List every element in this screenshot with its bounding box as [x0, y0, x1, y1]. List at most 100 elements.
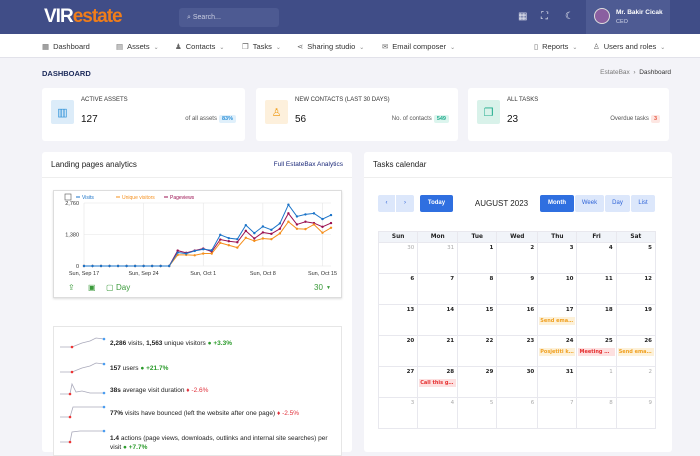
dark-mode-moon-icon[interactable]: ☾ [565, 11, 574, 22]
calendar-event[interactable]: Meeting wit... [578, 348, 615, 356]
view-week-button[interactable]: Week [575, 195, 604, 212]
full-analytics-link[interactable]: Full EstateBax Analytics [273, 161, 343, 168]
data-point [253, 239, 256, 243]
nav-users-roles[interactable]: ♙ Users and roles ⌄ [593, 42, 666, 51]
calendar-day[interactable]: 11 [576, 273, 617, 305]
user-menu[interactable]: Mr. Bakir Cicak CEO [586, 0, 670, 34]
next-month-button[interactable]: › [396, 195, 414, 212]
breadcrumb-link[interactable]: EstateBax [600, 69, 630, 76]
nav-contacts[interactable]: ♟ Contacts ⌄ [175, 42, 225, 51]
calendar-day[interactable]: 4 [576, 242, 617, 274]
nav-assets[interactable]: ▤ Assets ⌄ [116, 42, 159, 51]
calendar-day[interactable]: 2 [615, 366, 657, 398]
x-tick-label: Sun, Sep 24 [128, 271, 158, 277]
nav-dashboard[interactable]: ▦ Dashboard [42, 42, 90, 51]
legend-label: Visits [82, 195, 94, 201]
calendar-day[interactable]: 21 [417, 335, 459, 367]
calendar-day[interactable]: 30 [496, 366, 539, 398]
nav-reports[interactable]: ▯ Reports ⌄ [534, 42, 578, 51]
calendar-day[interactable]: 5 [457, 397, 498, 429]
export-icon[interactable]: ⇪ [68, 283, 75, 292]
calendar-day[interactable]: 3 [377, 397, 419, 429]
fullscreen-icon[interactable]: ⛶ [541, 11, 548, 22]
calendar-day[interactable]: 28 Call this guy [417, 366, 459, 398]
view-month-button[interactable]: Month [540, 195, 574, 212]
nav-tasks[interactable]: ❐ Tasks ⌄ [242, 42, 281, 51]
flag-us-icon[interactable]: ▦ [518, 11, 528, 22]
calendar-day[interactable]: 7 [537, 397, 578, 429]
data-point [219, 233, 222, 237]
calendar-day[interactable]: 31 [417, 242, 459, 274]
calendar-day[interactable]: 12 [615, 273, 657, 305]
search-input[interactable]: ⌕ Search... [179, 8, 279, 27]
calendar-day[interactable]: 13 [377, 304, 419, 336]
calendar-day[interactable]: 14 [417, 304, 459, 336]
logo[interactable]: VIRestate [44, 6, 123, 27]
calendar-day[interactable]: 9 [615, 397, 657, 429]
view-day-button[interactable]: Day [605, 195, 630, 212]
data-point [244, 229, 248, 233]
chevron-down-icon: ⌄ [660, 45, 666, 51]
calendar-event[interactable]: Posjetiti kuc... [539, 348, 576, 356]
main-nav: ▦ Dashboard ▤ Assets ⌄ ♟ Contacts ⌄ ❐ Tasks ⌄ ⋖… [0, 34, 700, 58]
period-day-selector[interactable]: Day [116, 283, 130, 292]
report-icon: ▯ [534, 42, 539, 51]
email-icon: ✉ [382, 42, 389, 51]
weekday-header: Mon [417, 231, 459, 243]
calendar-day[interactable]: 29 [457, 366, 498, 398]
calendar-day[interactable]: 16 [496, 304, 539, 336]
data-point [236, 246, 239, 249]
calendar-day[interactable]: 18 [576, 304, 617, 336]
calendar-day[interactable]: 2 [496, 242, 539, 274]
change-value: -2.5% [282, 410, 300, 417]
calendar-day[interactable]: 6 [377, 273, 419, 305]
calendar-day[interactable]: 5 [615, 242, 657, 274]
data-point [253, 237, 256, 240]
calendar-day[interactable]: 6 [496, 397, 539, 429]
calendar-day[interactable]: 17 Send email ... [537, 304, 578, 336]
calendar-day[interactable]: 20 [377, 335, 419, 367]
calendar-event[interactable]: Send email ... [539, 317, 576, 325]
chart-type-icon [64, 193, 72, 201]
calendar-day[interactable]: 8 [457, 273, 498, 305]
view-list-button[interactable]: List [631, 195, 655, 212]
calendar-day[interactable]: 10 [537, 273, 578, 305]
calendar-day[interactable]: 30 [377, 242, 419, 274]
calendar-day[interactable]: 23 [496, 335, 539, 367]
chevron-down-icon: ⌄ [572, 45, 578, 51]
calendar-event[interactable]: Call this guy [419, 379, 457, 387]
calendar-day[interactable]: 19 [615, 304, 657, 336]
calendar-day[interactable]: 27 [377, 366, 419, 398]
nav-email-composer[interactable]: ✉ Email composer ⌄ [382, 42, 456, 51]
status-badge: 549 [433, 115, 449, 123]
limit-selector[interactable]: 30 [314, 283, 323, 292]
calendar-day[interactable]: 22 [457, 335, 498, 367]
calendar-day[interactable]: 9 [496, 273, 539, 305]
calendar-day[interactable]: 26 Send email ... [615, 335, 657, 367]
calendar-icon[interactable]: ▢ [106, 283, 114, 292]
nav-sharing-studio[interactable]: ⋖ Sharing studio ⌄ [297, 42, 365, 51]
calendar-day[interactable]: 15 [457, 304, 498, 336]
prev-month-button[interactable]: ‹ [378, 195, 395, 212]
data-point [193, 254, 196, 257]
image-icon[interactable]: ▣ [88, 283, 96, 292]
chevron-down-icon: ⌄ [450, 45, 456, 51]
calendar-day[interactable]: 7 [417, 273, 459, 305]
calendar-day[interactable]: 1 [457, 242, 498, 274]
calendar-event[interactable]: Send email ... [617, 348, 654, 356]
data-point [278, 232, 282, 235]
data-point [91, 264, 94, 268]
calendar-day[interactable]: 31 [537, 366, 578, 398]
calendar-day[interactable]: 3 [537, 242, 578, 274]
calendar-day[interactable]: 1 [576, 366, 617, 398]
calendar-day[interactable]: 4 [417, 397, 459, 429]
card-new-contacts: ♙ NEW CONTACTS (LAST 30 DAYS) 56 No. of … [256, 88, 458, 141]
calendar-day[interactable]: 8 [576, 397, 617, 429]
today-button[interactable]: Today [420, 195, 453, 212]
panel-title: Landing pages analytics [51, 160, 137, 169]
trend-up-icon: ● [140, 365, 145, 372]
data-point [304, 213, 307, 216]
data-point [321, 217, 324, 221]
